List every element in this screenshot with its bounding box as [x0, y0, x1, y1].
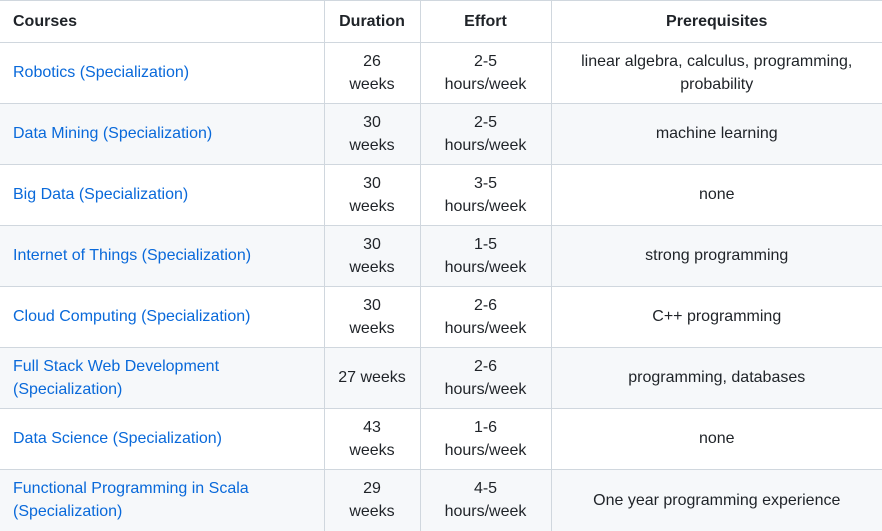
course-link[interactable]: Full Stack Web Development (Specializati…: [13, 357, 220, 398]
header-row: Courses Duration Effort Prerequisites: [0, 0, 882, 43]
course-link[interactable]: Robotics (Specialization): [13, 64, 190, 82]
table-row: Internet of Things (Specialization) 30 we…: [0, 225, 882, 287]
column-header-courses: Courses: [0, 0, 324, 43]
prerequisites-cell: One year programming experience: [550, 469, 882, 531]
effort-cell: 2-6 hours/week: [419, 286, 551, 348]
duration-cell: 30 weeks: [323, 225, 420, 287]
course-cell: Robotics (Specialization): [0, 42, 324, 104]
prerequisites-cell: linear algebra, calculus, programming, p…: [550, 42, 882, 104]
course-cell: Full Stack Web Development (Specializati…: [0, 347, 324, 409]
duration-cell: 29 weeks: [323, 469, 420, 531]
effort-cell: 2-6 hours/week: [419, 347, 551, 409]
effort-cell: 2-5 hours/week: [419, 103, 551, 165]
effort-cell: 3-5 hours/week: [419, 164, 551, 226]
duration-cell: 30 weeks: [323, 286, 420, 348]
course-link[interactable]: Internet of Things (Specialization): [13, 247, 252, 265]
course-link[interactable]: Data Mining (Specialization): [13, 125, 213, 143]
prerequisites-cell: machine learning: [550, 103, 882, 165]
effort-cell: 1-6 hours/week: [419, 408, 551, 470]
effort-cell: 2-5 hours/week: [419, 42, 551, 104]
prerequisites-cell: C++ programming: [550, 286, 882, 348]
prerequisites-cell: none: [550, 408, 882, 470]
course-link[interactable]: Cloud Computing (Specialization): [13, 308, 251, 326]
table-row: Data Mining (Specialization) 30 weeks 2-5 …: [0, 103, 882, 165]
column-header-prerequisites: Prerequisites: [550, 0, 882, 43]
table-header: Courses Duration Effort Prerequisites: [0, 0, 882, 43]
course-link[interactable]: Big Data (Specialization): [13, 186, 189, 204]
course-cell: Functional Programming in Scala (Special…: [0, 469, 324, 531]
table-row: Robotics (Specialization) 26 weeks 2-5 hou…: [0, 42, 882, 104]
course-cell: Data Science (Specialization): [0, 408, 324, 470]
duration-cell: 27 weeks: [323, 347, 420, 409]
course-cell: Data Mining (Specialization): [0, 103, 324, 165]
column-header-effort: Effort: [419, 0, 551, 43]
table-body: Robotics (Specialization) 26 weeks 2-5 hou…: [0, 42, 882, 531]
duration-cell: 43 weeks: [323, 408, 420, 470]
effort-cell: 4-5 hours/week: [419, 469, 551, 531]
table-row: Data Science (Specialization) 43 weeks 1-6…: [0, 408, 882, 470]
course-cell: Internet of Things (Specialization): [0, 225, 324, 287]
duration-cell: 30 weeks: [323, 103, 420, 165]
duration-cell: 26 weeks: [323, 42, 420, 104]
table-row: Big Data (Specialization) 30 weeks 3-5 hou…: [0, 164, 882, 226]
table-row: Full Stack Web Development (Specializati…: [0, 347, 882, 409]
prerequisites-cell: none: [550, 164, 882, 226]
table-row: Functional Programming in Scala (Special…: [0, 469, 882, 531]
prerequisites-cell: strong programming: [550, 225, 882, 287]
column-header-duration: Duration: [323, 0, 420, 43]
effort-cell: 1-5 hours/week: [419, 225, 551, 287]
course-link[interactable]: Data Science (Specialization): [13, 430, 222, 448]
duration-cell: 30 weeks: [323, 164, 420, 226]
table-row: Cloud Computing (Specialization) 30 weeks…: [0, 286, 882, 348]
course-cell: Cloud Computing (Specialization): [0, 286, 324, 348]
course-link[interactable]: Functional Programming in Scala (Special…: [13, 480, 249, 521]
course-cell: Big Data (Specialization): [0, 164, 324, 226]
prerequisites-cell: programming, databases: [550, 347, 882, 409]
